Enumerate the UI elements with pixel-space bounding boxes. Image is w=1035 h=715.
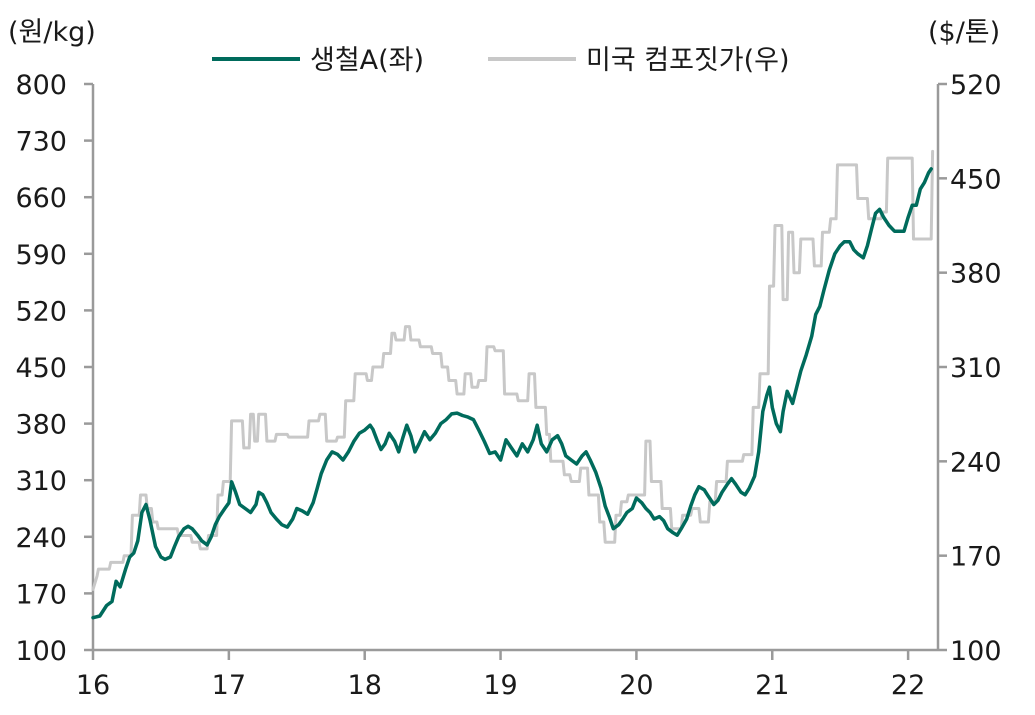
x-tick-label: 17 [212,670,246,701]
right-y-tick-label: 170 [950,542,1002,573]
left-y-tick-label: 520 [15,296,67,327]
right-y-tick-label: 240 [950,447,1002,478]
left-y-ticks: 100 170 240 310 380 450 520 590 660 730 800 [15,70,93,667]
left-y-tick-label: 310 [15,466,67,497]
left-y-tick-label: 730 [15,127,67,158]
plot-area: 100 170 240 310 380 450 520 590 660 730 800 100 170… [15,70,1001,701]
left-y-tick-label: 380 [15,410,67,441]
x-tick-label: 16 [76,670,110,701]
legend-label-composite: 미국 컴포짓가(우) [586,45,790,76]
x-tick-label: 18 [348,670,382,701]
right-y-tick-label: 310 [950,353,1002,384]
x-tick-label: 22 [891,670,925,701]
left-axis-unit-label: (원/kg) [8,17,96,48]
series-layer [91,149,935,620]
x-tick-label: 19 [483,670,517,701]
series-line-composite [91,149,935,591]
legend: 생철A(좌) 미국 컴포짓가(우) [212,45,790,76]
left-y-tick-label: 800 [15,70,67,101]
right-y-tick-label: 380 [950,259,1002,290]
right-axis-unit-label: ($/톤) [928,17,1000,48]
legend-label-scrap: 생철A(좌) [310,45,424,76]
left-y-tick-label: 100 [15,636,67,667]
x-tick-label: 20 [619,670,653,701]
right-y-tick-label: 520 [950,70,1002,101]
left-y-tick-label: 590 [15,240,67,271]
left-y-tick-label: 450 [15,353,67,384]
x-tick-label: 21 [755,670,789,701]
right-y-tick-label: 100 [950,636,1002,667]
right-y-ticks: 100 170 240 310 380 450 520 [938,70,1002,667]
left-y-tick-label: 240 [15,523,67,554]
left-y-tick-label: 660 [15,183,67,214]
left-y-tick-label: 170 [15,579,67,610]
series-line-scrap [91,167,933,620]
right-y-tick-label: 450 [950,164,1002,195]
x-ticks: 16 17 18 19 20 21 22 [76,650,925,701]
